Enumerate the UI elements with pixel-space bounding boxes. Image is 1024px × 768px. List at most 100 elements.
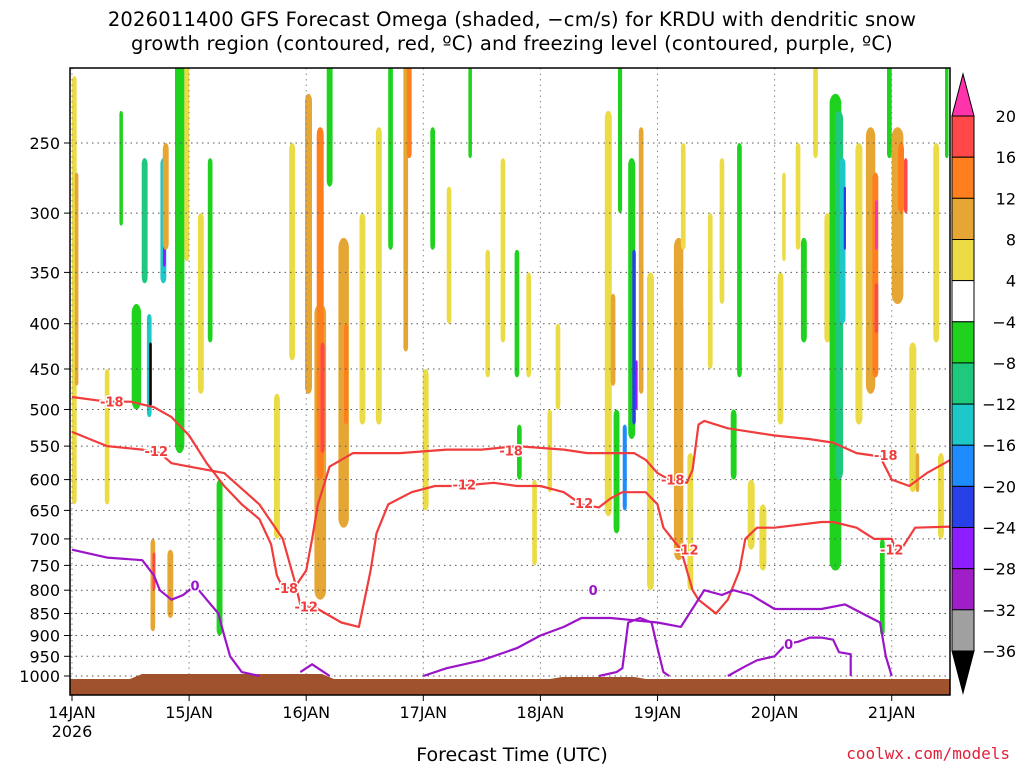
colorbar-swatch [951, 280, 975, 323]
omega-patch [485, 249, 491, 378]
colorbar-swatch [951, 527, 975, 570]
omega-patch [635, 360, 638, 410]
contour-label: -18 [275, 582, 299, 597]
omega-patch [855, 143, 863, 425]
y-tick-label: 400 [29, 315, 60, 334]
contour-label: -18 [100, 396, 124, 411]
omega-patch [874, 283, 879, 334]
omega-patch [74, 172, 79, 386]
contour-label: 0 [589, 584, 598, 599]
contour-label: -12 [453, 479, 477, 494]
omega-patch [175, 68, 185, 454]
y-tick-label: 650 [29, 501, 60, 520]
omega-patch [933, 143, 940, 343]
colorbar-label: 20 [996, 107, 1016, 126]
colorbar-label: −28 [982, 560, 1016, 579]
x-tick-label: 14JAN [48, 703, 96, 722]
contour-label: -12 [294, 601, 318, 616]
omega-patch [875, 200, 878, 250]
colorbar-label: 4 [1006, 272, 1016, 291]
omega-patch [647, 272, 654, 591]
colorbar-swatch [951, 115, 975, 158]
omega-patch [680, 143, 686, 250]
omega-patch [514, 249, 520, 378]
omega-patch [730, 409, 737, 480]
y-tick-label: 800 [29, 581, 60, 600]
omega-patch [167, 549, 174, 618]
omega-patch [119, 110, 123, 226]
omega-patch [638, 127, 644, 394]
omega-patch [800, 237, 807, 343]
omega-patch [406, 68, 412, 159]
omega-patch [813, 68, 818, 159]
omega-patch [375, 127, 382, 425]
colorbar-label: −32 [982, 601, 1016, 620]
colorbar-label: −4 [992, 313, 1016, 332]
omega-patch [162, 143, 169, 250]
x-tick-label: 21JAN [868, 703, 916, 722]
omega-patch [430, 127, 435, 250]
y-tick-label: 900 [29, 627, 60, 646]
y-tick-label: 450 [29, 360, 60, 379]
omega-patch [707, 213, 713, 369]
omega-patch [141, 158, 148, 284]
omega-patch [618, 68, 623, 214]
contour-label: -12 [145, 445, 169, 460]
x-axis-label: Forecast Time (UTC) [416, 744, 608, 766]
contour-label: -18 [874, 449, 898, 464]
colorbar-label: −8 [992, 354, 1016, 373]
colorbar-swatch [951, 197, 975, 241]
colorbar-swatch [951, 609, 975, 652]
contour-label: -12 [570, 497, 594, 512]
colorbar: 20 16 12 8 4 −4 −8 −12 −16 −20 −24 −28 −32 −36 [951, 72, 1016, 695]
y-tick-label: 600 [29, 471, 60, 490]
omega-patch [289, 143, 296, 361]
omega-patch [131, 304, 142, 410]
omega-patch [104, 369, 110, 505]
omega-patch [517, 424, 522, 480]
colorbar-label: 16 [996, 148, 1016, 167]
colorbar-label: 12 [996, 189, 1016, 208]
omega-patch [216, 479, 223, 636]
colorbar-swatch [951, 362, 975, 405]
omega-patch [945, 68, 949, 159]
colorbar-label: 8 [1006, 231, 1016, 250]
x-tick-label: 19JAN [634, 703, 682, 722]
colorbar-label: −20 [982, 477, 1016, 496]
colorbar-swatch [951, 321, 975, 364]
dgz-contour [71, 430, 950, 629]
y-tick-label: 750 [29, 556, 60, 575]
colorbar-swatch [951, 239, 975, 282]
omega-patch [320, 342, 325, 454]
omega-patch [422, 369, 429, 511]
omega-patch [759, 504, 767, 571]
axes-layer [69, 67, 951, 696]
freezing-level-contour [71, 548, 260, 678]
colorbar-top-arrow [951, 72, 975, 117]
omega-patch [305, 93, 312, 394]
colorbar-bottom-arrow [951, 650, 975, 695]
omega-patch [687, 453, 694, 591]
omega-patch [388, 68, 393, 250]
omega-patch [152, 552, 156, 591]
x-tick-label: 18JAN [517, 703, 565, 722]
contour-label: -12 [880, 544, 904, 559]
omega-patch [777, 272, 784, 425]
omega-patch [207, 158, 213, 343]
contour-label: -12 [675, 544, 699, 559]
contour-label: 0 [190, 579, 199, 594]
omega-patch [547, 409, 553, 493]
plot-frame [69, 67, 951, 696]
omega-patch [610, 293, 616, 386]
y-tick-label: 850 [29, 605, 60, 624]
omega-patch [737, 143, 742, 378]
omega-patch [909, 342, 917, 493]
freezing-level-contour [422, 589, 893, 678]
contour-layer [71, 395, 950, 678]
contour-label: -18 [661, 474, 685, 489]
chart-title-line-2: growth region (contoured, red, ºC) and f… [131, 32, 893, 55]
contour-label-layer: -18 -18 -18 -18 -18 -12 -12 -12 -12 -12 -12 0 0 0 [99, 394, 905, 654]
y-tick-label: 350 [29, 263, 60, 282]
contour-label: 0 [784, 638, 793, 653]
